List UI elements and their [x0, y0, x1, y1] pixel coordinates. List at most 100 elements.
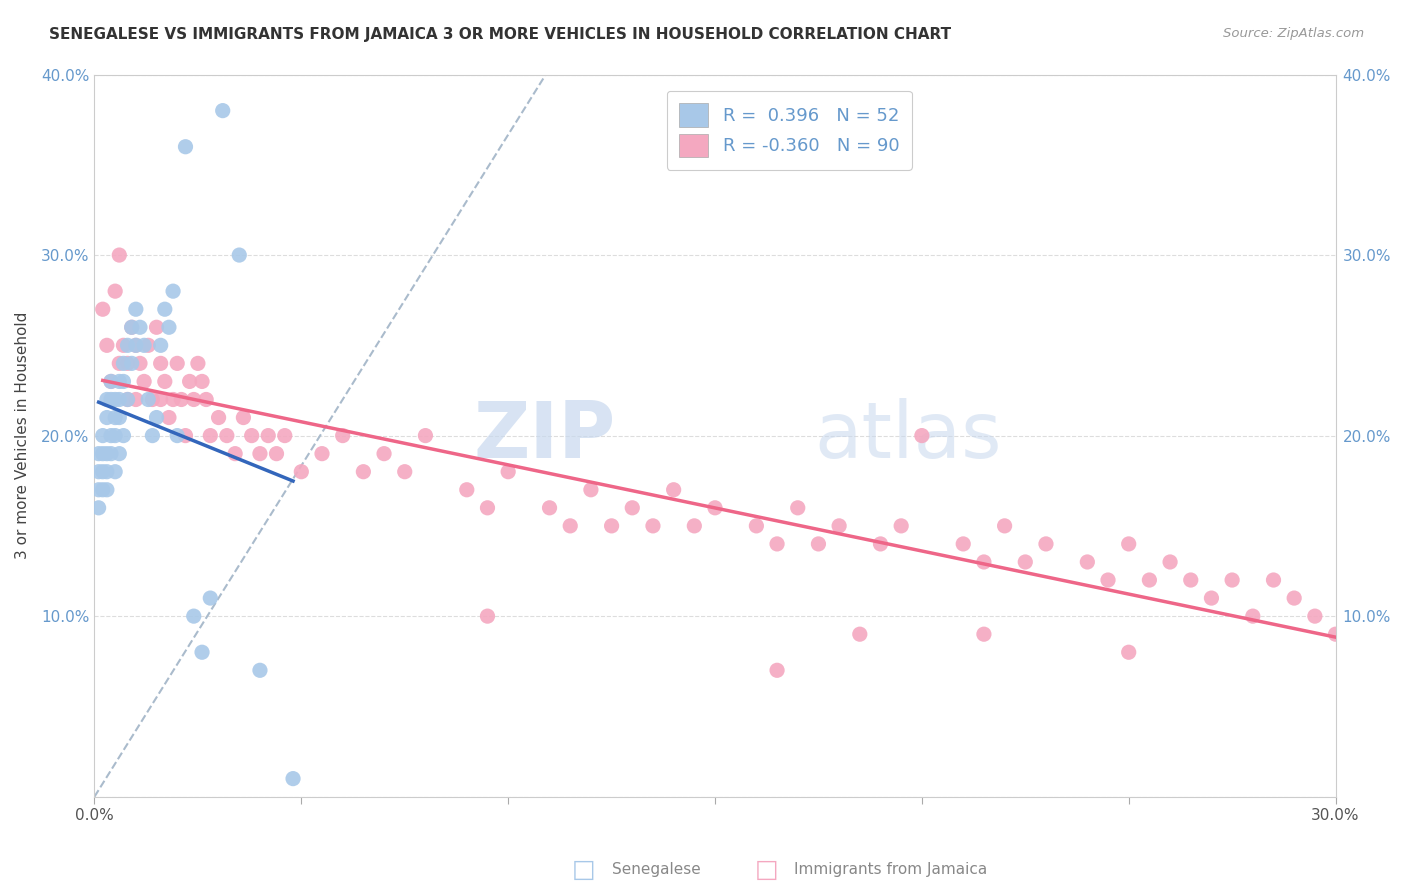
Point [1118, 645, 1140, 659]
Point [973, 627, 995, 641]
Point [207, 410, 229, 425]
Point [100, 375, 122, 389]
Text: □: □ [755, 858, 778, 881]
Point [96, 465, 118, 479]
Point [166, 356, 188, 370]
Point [1220, 573, 1243, 587]
Point [496, 465, 519, 479]
Point [121, 320, 143, 334]
Point [1014, 555, 1036, 569]
Point [100, 375, 122, 389]
Point [91, 465, 114, 479]
Point [869, 537, 891, 551]
Point [1241, 609, 1264, 624]
Point [108, 392, 131, 407]
Point [117, 356, 139, 370]
Point [456, 483, 478, 497]
Point [104, 428, 127, 442]
Point [87, 465, 110, 479]
Point [257, 428, 280, 442]
Point [174, 428, 197, 442]
Y-axis label: 3 or more Vehicles in Household: 3 or more Vehicles in Household [15, 312, 30, 559]
Point [96, 483, 118, 497]
Point [1035, 537, 1057, 551]
Point [136, 338, 159, 352]
Point [890, 519, 912, 533]
Text: Source: ZipAtlas.com: Source: ZipAtlas.com [1223, 27, 1364, 40]
Point [104, 392, 127, 407]
Point [281, 772, 304, 786]
Point [224, 447, 246, 461]
Point [121, 356, 143, 370]
Point [187, 356, 209, 370]
Point [1076, 555, 1098, 569]
Point [157, 410, 180, 425]
Point [170, 392, 193, 407]
Point [145, 410, 167, 425]
Point [228, 248, 250, 262]
Point [112, 428, 135, 442]
Point [560, 519, 582, 533]
Point [91, 483, 114, 497]
Point [125, 302, 148, 317]
Point [162, 392, 184, 407]
Point [1118, 537, 1140, 551]
Point [332, 428, 354, 442]
Point [145, 320, 167, 334]
Point [240, 428, 263, 442]
Point [786, 500, 808, 515]
Point [973, 555, 995, 569]
Point [373, 447, 395, 461]
Point [1137, 573, 1160, 587]
Point [579, 483, 602, 497]
Point [108, 375, 131, 389]
Point [149, 392, 172, 407]
Point [96, 338, 118, 352]
Point [125, 392, 148, 407]
Point [125, 338, 148, 352]
Point [766, 537, 789, 551]
Point [117, 392, 139, 407]
Point [807, 537, 830, 551]
Point [641, 519, 664, 533]
Text: □: □ [572, 858, 595, 881]
Point [166, 428, 188, 442]
Point [149, 356, 172, 370]
Point [134, 375, 156, 389]
Point [153, 375, 176, 389]
Point [112, 338, 135, 352]
Text: Immigrants from Jamaica: Immigrants from Jamaica [794, 863, 987, 877]
Point [994, 519, 1017, 533]
Point [683, 519, 706, 533]
Point [766, 663, 789, 677]
Text: SENEGALESE VS IMMIGRANTS FROM JAMAICA 3 OR MORE VEHICLES IN HOUSEHOLD CORRELATIO: SENEGALESE VS IMMIGRANTS FROM JAMAICA 3 … [49, 27, 952, 42]
Point [87, 447, 110, 461]
Point [117, 338, 139, 352]
Point [91, 447, 114, 461]
Point [191, 375, 214, 389]
Point [100, 392, 122, 407]
Point [211, 103, 233, 118]
Point [121, 320, 143, 334]
Point [87, 483, 110, 497]
Point [91, 428, 114, 442]
Point [179, 375, 201, 389]
Point [108, 410, 131, 425]
Point [621, 500, 644, 515]
Point [112, 375, 135, 389]
Point [1263, 573, 1285, 587]
Point [704, 500, 727, 515]
Point [274, 428, 297, 442]
Point [1097, 573, 1119, 587]
Point [174, 140, 197, 154]
Point [1282, 591, 1305, 605]
Point [96, 447, 118, 461]
Point [108, 248, 131, 262]
Point [394, 465, 416, 479]
Point [141, 392, 163, 407]
Point [129, 356, 152, 370]
Point [96, 392, 118, 407]
Point [191, 645, 214, 659]
Point [129, 320, 152, 334]
Point [200, 428, 222, 442]
